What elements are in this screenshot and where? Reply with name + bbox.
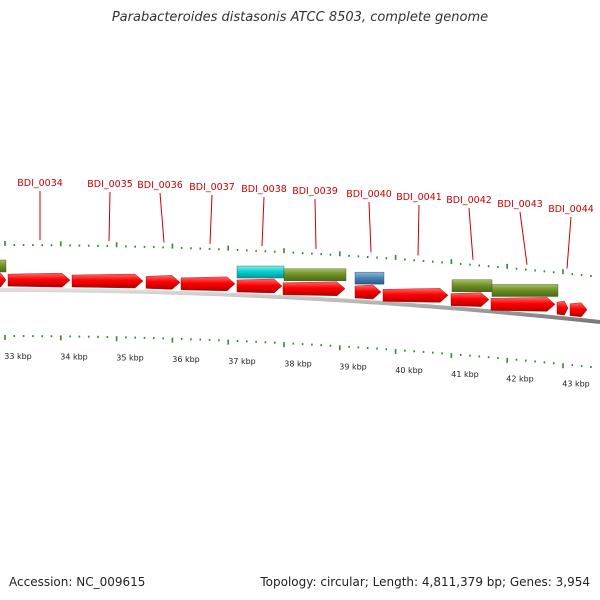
cds-track — [0, 272, 588, 317]
cds-arrow — [7, 272, 71, 288]
gene-leader-line — [566, 216, 572, 269]
lower-tick-track — [4, 335, 592, 369]
gene-label-bdi_0037[interactable]: BDI_0037 — [189, 182, 235, 193]
scale-label: 36 kbp — [172, 355, 200, 364]
feature-block — [0, 259, 7, 273]
gene-leader-line — [314, 198, 317, 249]
cds-arrow — [382, 288, 449, 303]
cds-arrow — [569, 302, 588, 317]
scale-label: 33 kbp — [4, 352, 32, 361]
cds-arrow — [236, 278, 283, 294]
gene-label-bdi_0044[interactable]: BDI_0044 — [548, 204, 594, 215]
gene-label-bdi_0038[interactable]: BDI_0038 — [241, 184, 287, 195]
gene-label-bdi_0042[interactable]: BDI_0042 — [446, 195, 492, 206]
cds-arrow — [490, 297, 556, 312]
gene-label-bdi_0036[interactable]: BDI_0036 — [137, 180, 183, 191]
gene-leader-line — [209, 194, 213, 244]
feature-block — [354, 271, 385, 285]
gene-label-bdi_0043[interactable]: BDI_0043 — [497, 199, 543, 210]
cds-arrow — [180, 276, 236, 292]
scale-label: 43 kbp — [562, 380, 590, 389]
cds-arrow — [71, 273, 144, 289]
scale-label: 35 kbp — [116, 353, 144, 362]
gene-label-bdi_0041[interactable]: BDI_0041 — [396, 192, 442, 203]
genome-summary: Topology: circular; Length: 4,811,379 bp… — [260, 575, 590, 589]
upper-tick-track — [4, 241, 592, 278]
gene-label-bdi_0039[interactable]: BDI_0039 — [292, 186, 338, 197]
feature-block — [451, 279, 493, 293]
genome-backbone — [0, 288, 600, 324]
gene-leader-line — [368, 201, 372, 253]
feature-block — [491, 284, 559, 297]
cds-arrow — [556, 300, 569, 316]
scale-label: 40 kbp — [395, 366, 423, 375]
scale-label: 42 kbp — [506, 375, 534, 384]
gene-label-bdi_0034[interactable]: BDI_0034 — [17, 178, 63, 189]
gene-leader-line — [159, 192, 165, 243]
gene-leader-line — [261, 196, 265, 247]
cds-arrow — [145, 275, 181, 290]
cds-arrow — [282, 281, 346, 296]
scale-label: 39 kbp — [339, 362, 367, 371]
gene-leader-line — [417, 204, 420, 256]
genome-title: Parabacteroides distasonis ATCC 8503, co… — [111, 10, 489, 25]
scale-label: 34 kbp — [60, 352, 88, 361]
accession-label: Accession: NC_009615 — [9, 575, 146, 589]
gene-label-bdi_0035[interactable]: BDI_0035 — [87, 179, 133, 190]
gene-leader-line — [108, 191, 111, 242]
cds-arrow — [354, 284, 382, 300]
gene-leader-line — [519, 211, 528, 265]
scale-labels: 33 kbp 34 kbp 35 kbp 36 kbp 37 kbp 38 kbp 39 k… — [4, 352, 590, 389]
gene-leader-line — [468, 207, 474, 260]
feature-block — [236, 265, 285, 279]
scale-label: 38 kbp — [284, 359, 312, 368]
backbone-line — [0, 288, 600, 324]
gene-label-bdi_0040[interactable]: BDI_0040 — [346, 189, 392, 200]
feature-track — [0, 259, 559, 297]
gene-labels: BDI_0034 BDI_0035 BDI_0036 BDI_0037 BDI_0038… — [17, 178, 594, 269]
scale-label: 41 kbp — [451, 370, 479, 379]
cds-arrow — [0, 272, 7, 288]
scale-label: 37 kbp — [228, 357, 256, 366]
feature-block — [283, 268, 347, 282]
cds-arrow — [450, 292, 490, 307]
